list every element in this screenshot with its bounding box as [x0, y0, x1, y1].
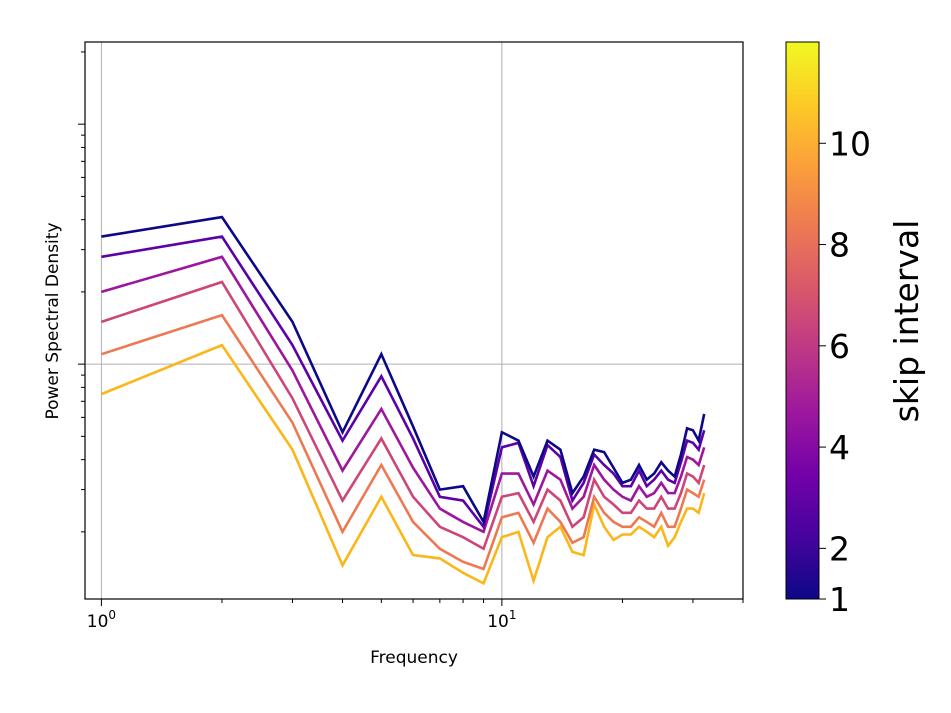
colorbar-label: skip interval: [887, 220, 926, 423]
colorbar-gradient: [785, 41, 820, 600]
x-tick-label: 100: [87, 608, 116, 632]
colorbar-ticks: 1 2 4 6 8 10: [819, 124, 871, 619]
y-axis-label: Power Spectral Density: [43, 222, 63, 419]
x-tick-label: 101: [487, 608, 516, 632]
colorbar-tick-label: 8: [829, 226, 850, 265]
series-line: [101, 235, 706, 530]
colorbar-tick-label: 10: [829, 124, 871, 163]
colorbar-tick-label: 4: [829, 428, 850, 467]
colorbar-tick-label: 1: [829, 580, 850, 619]
colorbar: 1 2 4 6 8 10 skip interval: [785, 41, 926, 619]
series-line: [100, 343, 706, 586]
x-axis-label: Frequency: [370, 648, 458, 668]
series-line: [100, 280, 706, 551]
plot-frame: [84, 41, 744, 600]
series-line: [101, 255, 706, 534]
colorbar-tick-label: 6: [829, 327, 850, 366]
colorbar-tick-label: 2: [829, 529, 850, 568]
axis-ticks: 100 101: [78, 51, 744, 632]
series-line: [101, 215, 706, 526]
series-line: [100, 313, 706, 571]
series-lines: [100, 215, 706, 586]
